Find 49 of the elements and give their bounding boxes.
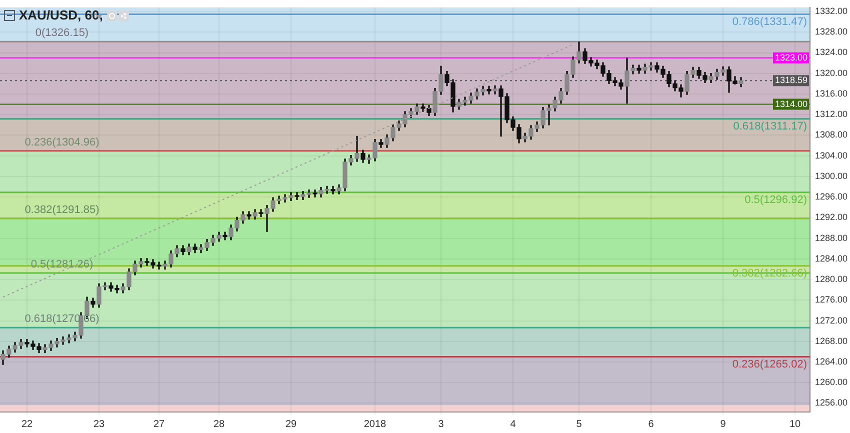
candlestick bbox=[330, 186, 336, 194]
x-tick-label: 10 bbox=[789, 418, 801, 430]
y-tick-label: 1284.00 bbox=[815, 253, 848, 264]
candlestick bbox=[294, 192, 300, 200]
x-tick-label: 5 bbox=[576, 418, 582, 430]
x-tick-label: 27 bbox=[153, 418, 165, 430]
band-label: 0.236(1304.96) bbox=[24, 136, 100, 148]
candlestick bbox=[486, 86, 492, 94]
y-tick-label: 1324.00 bbox=[815, 47, 848, 58]
chart-title: XAU/USD, 60, bbox=[19, 8, 103, 23]
y-tick-label: 1316.00 bbox=[815, 88, 848, 98]
candlestick bbox=[258, 209, 264, 217]
y-tick-label: 1304.00 bbox=[815, 150, 848, 160]
y-tick-label: 1308.00 bbox=[815, 130, 848, 140]
ref-line-label: 1318.59 bbox=[775, 75, 808, 86]
x-tick-label: 9 bbox=[720, 418, 726, 430]
x-tick-label: 28 bbox=[213, 418, 225, 430]
x-tick-label: 4 bbox=[510, 418, 516, 430]
x-tick-label: 2018 bbox=[364, 418, 387, 430]
y-tick-label: 1296.00 bbox=[815, 192, 848, 202]
x-tick-label: 29 bbox=[285, 418, 297, 430]
y-tick-label: 1260.00 bbox=[815, 377, 848, 388]
y-tick-label: 1328.00 bbox=[815, 26, 848, 37]
annotation: 0.236(1265.02) bbox=[732, 358, 807, 370]
y-tick-label: 1264.00 bbox=[815, 356, 848, 366]
candlestick bbox=[312, 190, 318, 198]
y-tick-label: 1280.00 bbox=[815, 274, 848, 284]
y-tick-label: 1312.00 bbox=[815, 109, 848, 120]
ref-line-label: 1323.00 bbox=[775, 52, 808, 62]
band-label: 0(1326.15) bbox=[35, 27, 89, 40]
x-tick-label: 3 bbox=[438, 418, 444, 430]
x-tick-label: 6 bbox=[648, 418, 654, 430]
x-tick-label: 22 bbox=[21, 418, 33, 430]
y-tick-label: 1268.00 bbox=[815, 336, 848, 346]
y-tick-label: 1320.00 bbox=[815, 68, 848, 78]
ref-line-label: 1314.00 bbox=[775, 98, 808, 109]
y-tick-label: 1332.00 bbox=[815, 6, 848, 16]
band-label: 0.382(1291.85) bbox=[24, 204, 100, 216]
y-tick-label: 1272.00 bbox=[815, 315, 848, 326]
y-tick-label: 1276.00 bbox=[815, 294, 848, 305]
y-tick-label: 1300.00 bbox=[815, 170, 848, 181]
y-tick-label: 1288.00 bbox=[815, 232, 848, 243]
candlestick bbox=[246, 211, 252, 220]
annotation: 0.618(1311.17) bbox=[733, 120, 807, 132]
y-tick-label: 1256.00 bbox=[815, 398, 848, 408]
annotation: 0.5(1296.92) bbox=[744, 194, 807, 206]
annotation: 0.786(1331.47) bbox=[732, 16, 807, 28]
y-tick-label: 1292.00 bbox=[815, 212, 848, 222]
x-tick-label: 23 bbox=[93, 418, 105, 430]
